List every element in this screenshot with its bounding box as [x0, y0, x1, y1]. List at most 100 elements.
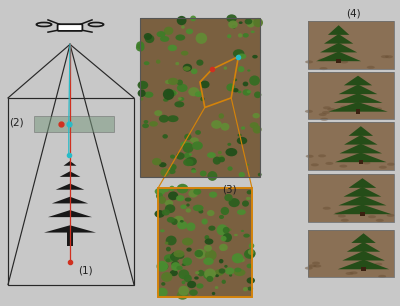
Ellipse shape [207, 171, 217, 181]
Ellipse shape [234, 267, 242, 272]
Ellipse shape [233, 78, 237, 81]
Ellipse shape [182, 257, 192, 266]
Bar [308, 21, 394, 69]
Ellipse shape [160, 36, 169, 42]
Bar [308, 174, 394, 222]
Ellipse shape [220, 207, 229, 215]
Ellipse shape [202, 218, 208, 225]
Ellipse shape [156, 60, 160, 64]
Ellipse shape [374, 107, 382, 110]
Ellipse shape [154, 210, 165, 218]
Ellipse shape [142, 123, 149, 128]
Ellipse shape [243, 82, 248, 86]
Polygon shape [324, 34, 353, 44]
Ellipse shape [166, 258, 170, 262]
Ellipse shape [223, 227, 230, 233]
Ellipse shape [160, 229, 165, 232]
Ellipse shape [194, 276, 199, 280]
Ellipse shape [184, 153, 191, 159]
Ellipse shape [195, 130, 201, 135]
Ellipse shape [313, 264, 321, 267]
Ellipse shape [177, 16, 186, 25]
Ellipse shape [176, 80, 183, 85]
Ellipse shape [143, 85, 147, 89]
Ellipse shape [246, 19, 255, 28]
Ellipse shape [171, 261, 179, 267]
Ellipse shape [239, 21, 243, 24]
Polygon shape [48, 210, 92, 217]
Ellipse shape [186, 275, 190, 278]
Polygon shape [344, 187, 381, 197]
Ellipse shape [191, 168, 196, 171]
Ellipse shape [177, 291, 188, 300]
Ellipse shape [318, 154, 326, 157]
Ellipse shape [191, 69, 198, 74]
Ellipse shape [194, 249, 206, 259]
Ellipse shape [144, 91, 154, 98]
Ellipse shape [171, 262, 180, 271]
Ellipse shape [193, 205, 204, 211]
Ellipse shape [200, 170, 207, 177]
Ellipse shape [228, 166, 233, 171]
Ellipse shape [170, 155, 175, 159]
Ellipse shape [218, 113, 224, 119]
Ellipse shape [200, 80, 210, 88]
Ellipse shape [238, 91, 242, 93]
Ellipse shape [219, 268, 225, 274]
Ellipse shape [340, 60, 348, 63]
Ellipse shape [209, 278, 213, 281]
Ellipse shape [190, 16, 196, 21]
Ellipse shape [159, 115, 169, 123]
Ellipse shape [163, 98, 169, 102]
Ellipse shape [157, 263, 168, 271]
Bar [67, 232, 73, 246]
Polygon shape [339, 84, 377, 94]
Ellipse shape [168, 78, 178, 85]
Ellipse shape [232, 253, 244, 263]
Ellipse shape [237, 54, 246, 59]
Ellipse shape [184, 274, 192, 282]
Ellipse shape [233, 49, 244, 58]
Bar [360, 212, 364, 216]
Ellipse shape [191, 170, 196, 173]
Ellipse shape [182, 143, 194, 153]
Ellipse shape [305, 110, 313, 113]
Ellipse shape [341, 219, 349, 222]
Ellipse shape [249, 76, 260, 86]
Bar [308, 21, 394, 69]
Ellipse shape [136, 43, 144, 51]
Ellipse shape [156, 192, 163, 200]
Ellipse shape [204, 245, 212, 252]
Ellipse shape [232, 25, 236, 28]
Ellipse shape [305, 60, 313, 63]
Ellipse shape [379, 166, 387, 169]
Ellipse shape [241, 230, 244, 232]
Ellipse shape [226, 14, 237, 22]
Polygon shape [56, 184, 84, 190]
Ellipse shape [305, 267, 313, 270]
Ellipse shape [178, 97, 182, 100]
Ellipse shape [187, 159, 192, 163]
Ellipse shape [148, 35, 152, 38]
Ellipse shape [367, 66, 375, 69]
Ellipse shape [180, 204, 187, 209]
Ellipse shape [176, 34, 185, 41]
Ellipse shape [163, 89, 174, 100]
Ellipse shape [171, 218, 178, 225]
Ellipse shape [186, 29, 193, 34]
Ellipse shape [184, 134, 192, 140]
Ellipse shape [164, 274, 168, 277]
Ellipse shape [226, 148, 237, 156]
Ellipse shape [237, 137, 247, 144]
Polygon shape [348, 126, 373, 136]
Ellipse shape [196, 59, 204, 66]
Ellipse shape [306, 155, 314, 158]
Ellipse shape [381, 55, 389, 58]
Ellipse shape [196, 91, 202, 97]
Ellipse shape [344, 57, 352, 60]
Ellipse shape [335, 212, 343, 215]
Bar [140, 18, 260, 177]
Ellipse shape [152, 158, 161, 165]
Ellipse shape [251, 31, 255, 33]
Ellipse shape [221, 236, 226, 241]
